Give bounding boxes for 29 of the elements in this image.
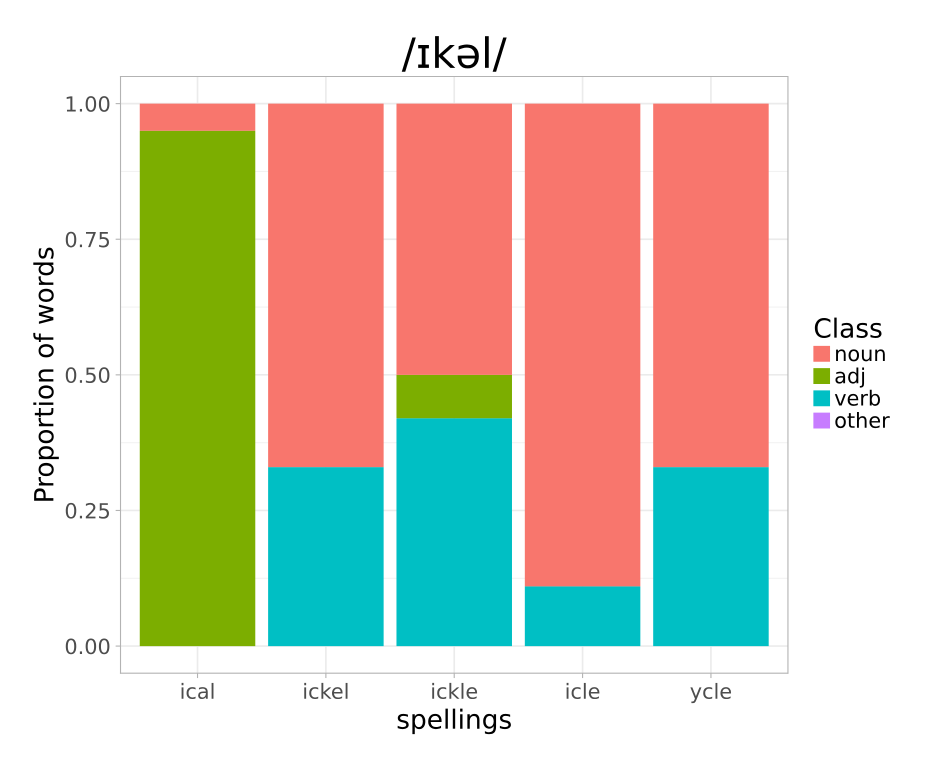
bar (653, 467, 769, 646)
bar (524, 104, 640, 586)
x-tick-label: ycle (690, 682, 732, 704)
bar (524, 586, 640, 646)
bar (653, 104, 769, 468)
y-tick-label: 0.00 (66, 638, 110, 654)
x-tick-label: icle (566, 682, 600, 700)
y-axis-title: Proportion of words (33, 248, 59, 501)
y-tick-label: 0.25 (66, 502, 109, 519)
x-axis-title: spellings (398, 708, 511, 734)
x-tick-label: ickle (432, 682, 478, 700)
x-tick-label: ical (182, 682, 214, 700)
x-tick-label: ickel (304, 682, 348, 700)
y-tick-label: 0.50 (66, 367, 110, 384)
bar (396, 104, 512, 375)
legend-label: other (835, 412, 890, 428)
legend-title: Class (814, 318, 882, 338)
bar (268, 467, 384, 646)
bar (140, 130, 256, 646)
bar (396, 418, 512, 646)
bar (396, 374, 512, 418)
y-tick-label: 0.75 (66, 232, 109, 248)
bar (140, 104, 256, 131)
legend-label: verb (834, 390, 880, 406)
y-tick-label: 1.00 (66, 96, 110, 112)
chart-title: /ɪkəl/ (402, 36, 507, 72)
legend-label: adj (835, 367, 864, 388)
legend-label: noun (836, 349, 885, 362)
bar (268, 104, 384, 468)
